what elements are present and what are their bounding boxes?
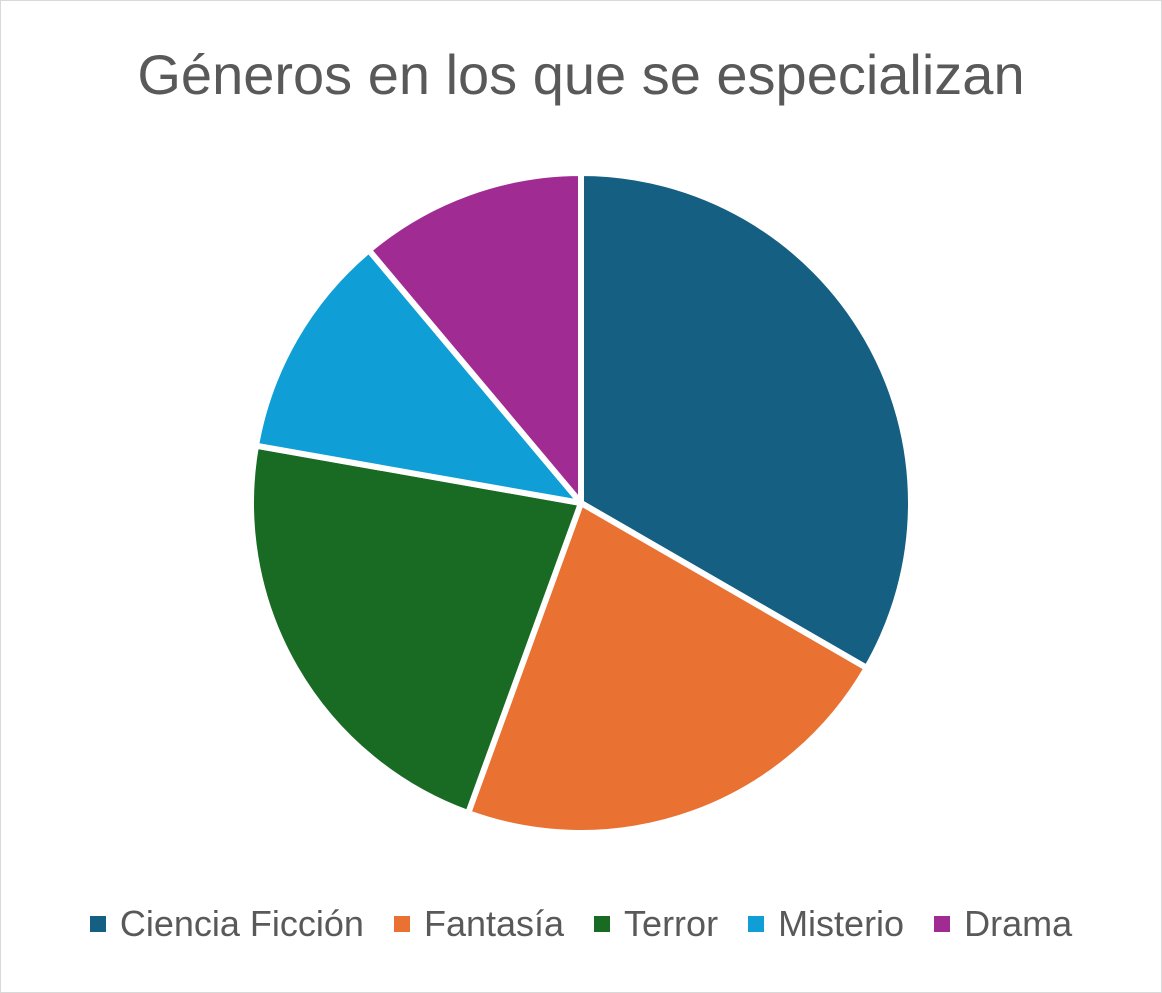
legend-item-ciencia-ficcion: Ciencia Ficción — [89, 902, 364, 946]
legend-label: Terror — [624, 903, 719, 944]
pie-slices — [248, 170, 914, 836]
legend-label: Misterio — [778, 903, 905, 944]
legend-swatch — [594, 916, 611, 932]
legend-item-misterio: Misterio — [748, 902, 904, 946]
chart-title: Géneros en los que se especializan — [137, 43, 1025, 106]
pie-slice-drama — [365, 170, 584, 506]
legend-label: Drama — [964, 903, 1073, 944]
legend-swatch — [393, 916, 410, 932]
legend-label: Fantasía — [423, 903, 565, 944]
legend-label: Ciencia Ficción — [119, 903, 364, 944]
pie-slice-terror — [248, 442, 584, 817]
legend-item-terror: Terror — [594, 902, 718, 946]
pie-slice-fantasia — [465, 500, 870, 836]
legend-item-drama: Drama — [934, 902, 1072, 946]
legend-item-fantasia: Fantasía — [393, 902, 565, 946]
pie-slice-misterio — [253, 247, 584, 506]
pie-slice-ciencia-ficcion — [578, 170, 914, 671]
legend-swatch — [89, 916, 106, 932]
legend: Ciencia Ficción Fantasía Terror Misterio Dra… — [0, 902, 1162, 946]
legend-swatch — [748, 916, 765, 932]
legend-swatch — [934, 916, 951, 932]
